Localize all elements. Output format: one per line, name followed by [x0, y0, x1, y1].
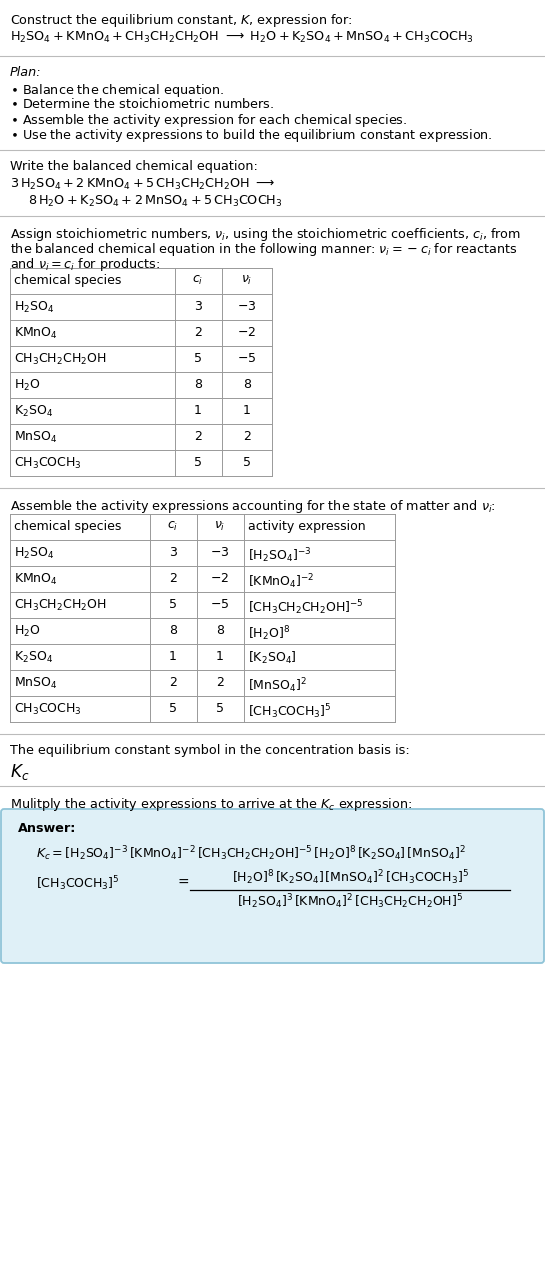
- Text: $[\mathrm{CH_3COCH_3}]^{5}$: $[\mathrm{CH_3COCH_3}]^{5}$: [36, 873, 119, 892]
- Text: $\mathrm{MnSO_4}$: $\mathrm{MnSO_4}$: [14, 676, 58, 691]
- Text: $\mathrm{H_2SO_4 + KMnO_4 + CH_3CH_2CH_2OH}$ $\longrightarrow$ $\mathrm{H_2O + K: $\mathrm{H_2SO_4 + KMnO_4 + CH_3CH_2CH_2…: [10, 30, 474, 46]
- Text: $c_i$: $c_i$: [192, 274, 204, 287]
- Text: Assign stoichiometric numbers, $\nu_i$, using the stoichiometric coefficients, $: Assign stoichiometric numbers, $\nu_i$, …: [10, 226, 521, 243]
- Text: Plan:: Plan:: [10, 66, 41, 78]
- Text: $\mathrm{CH_3COCH_3}$: $\mathrm{CH_3COCH_3}$: [14, 702, 82, 717]
- Text: the balanced chemical equation in the following manner: $\nu_i = -c_i$ for react: the balanced chemical equation in the fo…: [10, 241, 517, 258]
- Text: $[\mathrm{MnSO_4}]^{2}$: $[\mathrm{MnSO_4}]^{2}$: [248, 676, 307, 695]
- Text: chemical species: chemical species: [14, 520, 122, 533]
- Text: $\mathrm{H_2O}$: $\mathrm{H_2O}$: [14, 624, 40, 640]
- Text: 3: 3: [194, 300, 202, 313]
- Text: $\nu_i$: $\nu_i$: [241, 274, 253, 287]
- Text: $-3$: $-3$: [210, 546, 229, 559]
- Text: 1: 1: [194, 404, 202, 417]
- Text: $3\,\mathrm{H_2SO_4} + 2\,\mathrm{KMnO_4} + 5\,\mathrm{CH_3CH_2CH_2OH}$ $\longri: $3\,\mathrm{H_2SO_4} + 2\,\mathrm{KMnO_4…: [10, 177, 275, 192]
- Text: 5: 5: [169, 702, 177, 715]
- Text: 2: 2: [194, 430, 202, 442]
- Text: The equilibrium constant symbol in the concentration basis is:: The equilibrium constant symbol in the c…: [10, 744, 410, 757]
- Text: $[\mathrm{CH_3COCH_3}]^{5}$: $[\mathrm{CH_3COCH_3}]^{5}$: [248, 702, 331, 720]
- Text: $\mathrm{CH_3COCH_3}$: $\mathrm{CH_3COCH_3}$: [14, 456, 82, 471]
- Text: 8: 8: [169, 624, 177, 637]
- Text: 5: 5: [194, 456, 202, 469]
- Text: $[\mathrm{H_2O}]^{8}\,[\mathrm{K_2SO_4}]\,[\mathrm{MnSO_4}]^{2}\,[\mathrm{CH_3CO: $[\mathrm{H_2O}]^{8}\,[\mathrm{K_2SO_4}]…: [232, 868, 469, 887]
- Text: $\mathrm{H_2O}$: $\mathrm{H_2O}$: [14, 378, 40, 393]
- Text: $\mathrm{CH_3CH_2CH_2OH}$: $\mathrm{CH_3CH_2CH_2OH}$: [14, 598, 106, 613]
- Text: 1: 1: [169, 650, 177, 664]
- Text: and $\nu_i = c_i$ for products:: and $\nu_i = c_i$ for products:: [10, 257, 160, 273]
- Text: $[\mathrm{H_2SO_4}]^{-3}$: $[\mathrm{H_2SO_4}]^{-3}$: [248, 546, 311, 565]
- Text: $\mathrm{CH_3CH_2CH_2OH}$: $\mathrm{CH_3CH_2CH_2OH}$: [14, 351, 106, 367]
- Text: $=$: $=$: [175, 873, 190, 889]
- Text: Write the balanced chemical equation:: Write the balanced chemical equation:: [10, 161, 258, 173]
- Text: activity expression: activity expression: [248, 520, 366, 533]
- Text: chemical species: chemical species: [14, 274, 122, 287]
- Text: 2: 2: [194, 326, 202, 339]
- Text: $\mathrm{H_2SO_4}$: $\mathrm{H_2SO_4}$: [14, 546, 55, 561]
- Text: $-5$: $-5$: [237, 351, 257, 365]
- Text: Construct the equilibrium constant, $K$, expression for:: Construct the equilibrium constant, $K$,…: [10, 11, 353, 29]
- Text: $\bullet$ Determine the stoichiometric numbers.: $\bullet$ Determine the stoichiometric n…: [10, 97, 274, 111]
- Text: $-2$: $-2$: [210, 573, 229, 585]
- Text: $\bullet$ Balance the chemical equation.: $\bullet$ Balance the chemical equation.: [10, 82, 224, 99]
- Text: $\mathrm{K_2SO_4}$: $\mathrm{K_2SO_4}$: [14, 650, 53, 665]
- Text: 5: 5: [243, 456, 251, 469]
- Text: 1: 1: [216, 650, 224, 664]
- Text: $c_i$: $c_i$: [167, 520, 179, 533]
- Text: $\bullet$ Assemble the activity expression for each chemical species.: $\bullet$ Assemble the activity expressi…: [10, 112, 407, 129]
- Text: 2: 2: [216, 676, 224, 689]
- Text: $\mathrm{KMnO_4}$: $\mathrm{KMnO_4}$: [14, 326, 58, 341]
- Text: $K_c = [\mathrm{H_2SO_4}]^{-3}\,[\mathrm{KMnO_4}]^{-2}\,[\mathrm{CH_3CH_2CH_2OH}: $K_c = [\mathrm{H_2SO_4}]^{-3}\,[\mathrm…: [36, 844, 466, 863]
- Text: 8: 8: [194, 378, 202, 391]
- Text: $-5$: $-5$: [210, 598, 229, 611]
- Text: Answer:: Answer:: [18, 822, 76, 836]
- Text: 8: 8: [243, 378, 251, 391]
- Text: $\mathrm{H_2SO_4}$: $\mathrm{H_2SO_4}$: [14, 300, 55, 315]
- Text: 5: 5: [194, 351, 202, 365]
- Text: $\mathrm{KMnO_4}$: $\mathrm{KMnO_4}$: [14, 573, 58, 586]
- Text: 2: 2: [243, 430, 251, 442]
- Text: Assemble the activity expressions accounting for the state of matter and $\nu_i$: Assemble the activity expressions accoun…: [10, 498, 496, 514]
- Text: 2: 2: [169, 676, 177, 689]
- Text: $[\mathrm{K_2SO_4}]$: $[\mathrm{K_2SO_4}]$: [248, 650, 296, 666]
- Text: $8\,\mathrm{H_2O} + \mathrm{K_2SO_4} + 2\,\mathrm{MnSO_4} + 5\,\mathrm{CH_3COCH_: $8\,\mathrm{H_2O} + \mathrm{K_2SO_4} + 2…: [28, 193, 283, 209]
- Text: $-2$: $-2$: [238, 326, 257, 339]
- Text: $[\mathrm{CH_3CH_2CH_2OH}]^{-5}$: $[\mathrm{CH_3CH_2CH_2OH}]^{-5}$: [248, 598, 364, 617]
- Text: $\mathrm{K_2SO_4}$: $\mathrm{K_2SO_4}$: [14, 404, 53, 420]
- Text: Mulitply the activity expressions to arrive at the $K_c$ expression:: Mulitply the activity expressions to arr…: [10, 796, 412, 813]
- Text: $-3$: $-3$: [237, 300, 257, 313]
- Text: 1: 1: [243, 404, 251, 417]
- Text: $\bullet$ Use the activity expressions to build the equilibrium constant express: $\bullet$ Use the activity expressions t…: [10, 126, 493, 144]
- Text: $\mathrm{MnSO_4}$: $\mathrm{MnSO_4}$: [14, 430, 58, 445]
- FancyBboxPatch shape: [1, 809, 544, 963]
- Text: 5: 5: [216, 702, 224, 715]
- Text: $[\mathrm{KMnO_4}]^{-2}$: $[\mathrm{KMnO_4}]^{-2}$: [248, 573, 314, 590]
- Text: 3: 3: [169, 546, 177, 559]
- Text: $[\mathrm{H_2SO_4}]^{3}\,[\mathrm{KMnO_4}]^{2}\,[\mathrm{CH_3CH_2CH_2OH}]^{5}$: $[\mathrm{H_2SO_4}]^{3}\,[\mathrm{KMnO_4…: [237, 892, 463, 910]
- Text: $K_c$: $K_c$: [10, 762, 29, 782]
- Text: 8: 8: [216, 624, 224, 637]
- Text: 5: 5: [169, 598, 177, 611]
- Text: $[\mathrm{H_2O}]^{8}$: $[\mathrm{H_2O}]^{8}$: [248, 624, 290, 642]
- Text: $\nu_i$: $\nu_i$: [214, 520, 226, 533]
- Text: 2: 2: [169, 573, 177, 585]
